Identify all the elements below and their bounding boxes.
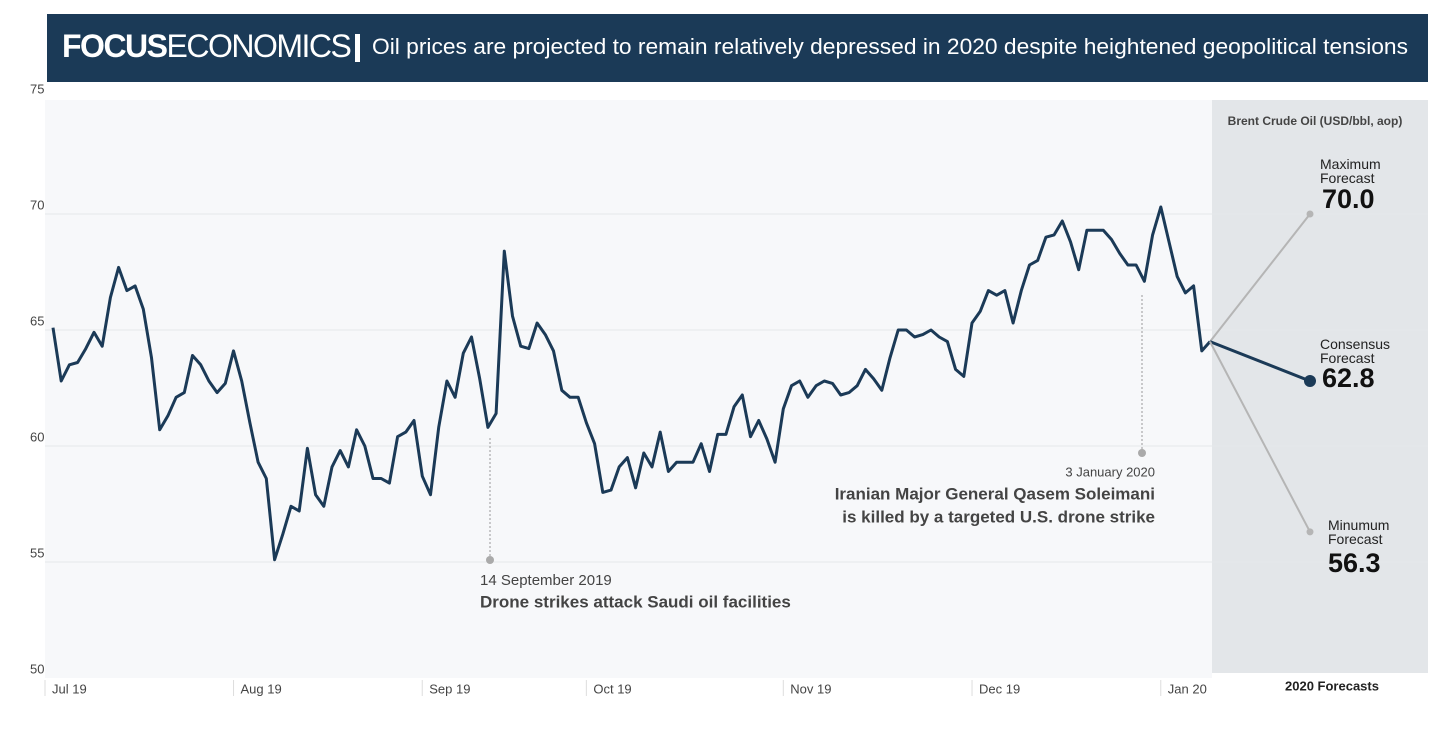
x-tick-label: Jul 19: [52, 681, 87, 696]
annotation-date: 14 September 2019: [480, 572, 612, 589]
forecast-value: 62.8: [1322, 363, 1375, 394]
x-tick-label: Nov 19: [790, 681, 831, 696]
y-tick-label: 60: [30, 429, 44, 444]
x-tick-label: Oct 19: [593, 681, 631, 696]
forecast-label: Minumum Forecast: [1328, 516, 1390, 547]
forecast-dot: [1306, 528, 1314, 536]
x-tick-label: Dec 19: [979, 681, 1020, 696]
header-band: [47, 14, 1428, 82]
x-tick-label: Aug 19: [241, 681, 282, 696]
logo-bold: FOCUS: [62, 28, 168, 64]
forecast-value: 70.0: [1322, 184, 1375, 214]
forecast-value: 56.3: [1328, 547, 1381, 578]
price-line: [51, 205, 1212, 562]
forecast-panel: [1212, 100, 1428, 673]
forecast-axis-label: 2020 Forecasts: [1285, 678, 1379, 693]
chart-title: Oil prices are projected to remain relat…: [372, 34, 1408, 59]
annotation-dot: [1138, 449, 1146, 457]
y-tick-label: 70: [30, 197, 44, 212]
forecast-label: Maximum Forecast: [1320, 156, 1381, 186]
annotation-text: is killed by a targeted U.S. drone strik…: [842, 507, 1155, 526]
forecast-dot: [1304, 375, 1316, 388]
plot-area: [45, 100, 1212, 678]
forecast-title: Brent Crude Oil (USD/bbl, aop): [1228, 114, 1403, 128]
forecast-dot: [1306, 210, 1314, 218]
annotation-text: Drone strikes attack Saudi oil facilitie…: [480, 592, 791, 611]
logo: FOCUSECONOMICS: [62, 28, 351, 64]
separator: [355, 34, 360, 62]
forecast-label: Consensus Forecast: [1320, 336, 1391, 367]
y-tick-label: 75: [30, 81, 44, 96]
x-tick-label: Sep 19: [429, 681, 470, 696]
forecast-line: [1209, 213, 1311, 343]
y-tick-label: 55: [30, 545, 44, 560]
annotation-dot: [486, 556, 494, 564]
forecast-line: [1209, 340, 1311, 383]
y-tick-label: 50: [30, 661, 44, 676]
forecast-line: [1209, 341, 1311, 533]
annotation-date: 3 January 2020: [1065, 464, 1155, 479]
logo-light: ECONOMICS: [167, 28, 351, 64]
x-tick-label: Jan 20: [1168, 681, 1207, 696]
y-tick-label: 65: [30, 313, 44, 328]
annotation-text: Iranian Major General Qasem Soleimani: [835, 484, 1155, 503]
